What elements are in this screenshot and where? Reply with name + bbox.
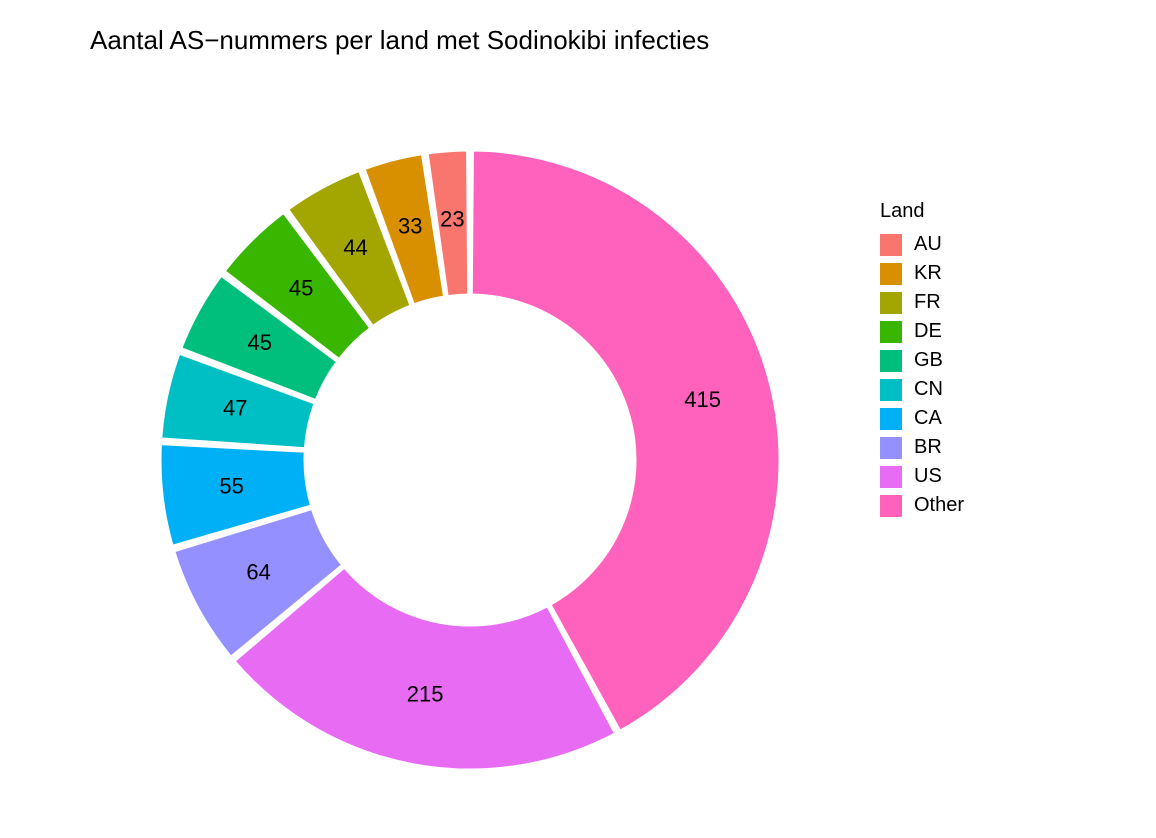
donut-chart-svg: 23 33 44 45 45 47 55 64 215 415 (120, 100, 820, 800)
slice-label-br: 64 (246, 560, 270, 585)
slice-label-gb: 45 (248, 330, 272, 355)
legend-swatch-other (880, 495, 902, 517)
legend-item-other: Other (880, 494, 964, 517)
slice-label-other: 415 (684, 387, 721, 412)
slice-label-au: 23 (440, 206, 464, 231)
legend-swatch-cn (880, 379, 902, 401)
legend-label-de: DE (914, 320, 942, 343)
legend-item-fr: FR (880, 291, 964, 314)
slice-label-cn: 47 (223, 396, 247, 421)
slice-label-kr: 33 (398, 213, 422, 238)
legend-item-gb: GB (880, 349, 964, 372)
legend-item-br: BR (880, 436, 964, 459)
legend-swatch-br (880, 437, 902, 459)
legend-item-au: AU (880, 233, 964, 256)
legend-label-cn: CN (914, 378, 943, 401)
donut-chart-area: 23 33 44 45 45 47 55 64 215 415 (120, 100, 820, 800)
legend-swatch-au (880, 234, 902, 256)
legend-label-us: US (914, 465, 942, 488)
legend-item-cn: CN (880, 378, 964, 401)
legend-item-ca: CA (880, 407, 964, 430)
slice-label-de: 45 (289, 275, 313, 300)
legend-label-gb: GB (914, 349, 943, 372)
slice-label-fr: 44 (343, 235, 367, 260)
legend-label-other: Other (914, 494, 964, 517)
legend-swatch-gb (880, 350, 902, 372)
legend-label-ca: CA (914, 407, 942, 430)
legend-label-fr: FR (914, 291, 941, 314)
legend-swatch-de (880, 321, 902, 343)
legend-swatch-fr (880, 292, 902, 314)
legend-item-de: DE (880, 320, 964, 343)
legend: Land AU KR FR DE GB CN CA BR US Other (880, 200, 964, 523)
legend-item-us: US (880, 465, 964, 488)
legend-swatch-us (880, 466, 902, 488)
legend-items: AU KR FR DE GB CN CA BR US Other (880, 233, 964, 517)
slice-label-us: 215 (407, 682, 444, 707)
legend-item-kr: KR (880, 262, 964, 285)
legend-title: Land (880, 200, 964, 223)
chart-container: Aantal AS−nummers per land met Sodinokib… (0, 0, 1156, 838)
legend-label-br: BR (914, 436, 942, 459)
legend-label-au: AU (914, 233, 942, 256)
slice-label-ca: 55 (219, 473, 243, 498)
legend-swatch-kr (880, 263, 902, 285)
chart-title: Aantal AS−nummers per land met Sodinokib… (90, 25, 709, 56)
legend-label-kr: KR (914, 262, 942, 285)
legend-swatch-ca (880, 408, 902, 430)
